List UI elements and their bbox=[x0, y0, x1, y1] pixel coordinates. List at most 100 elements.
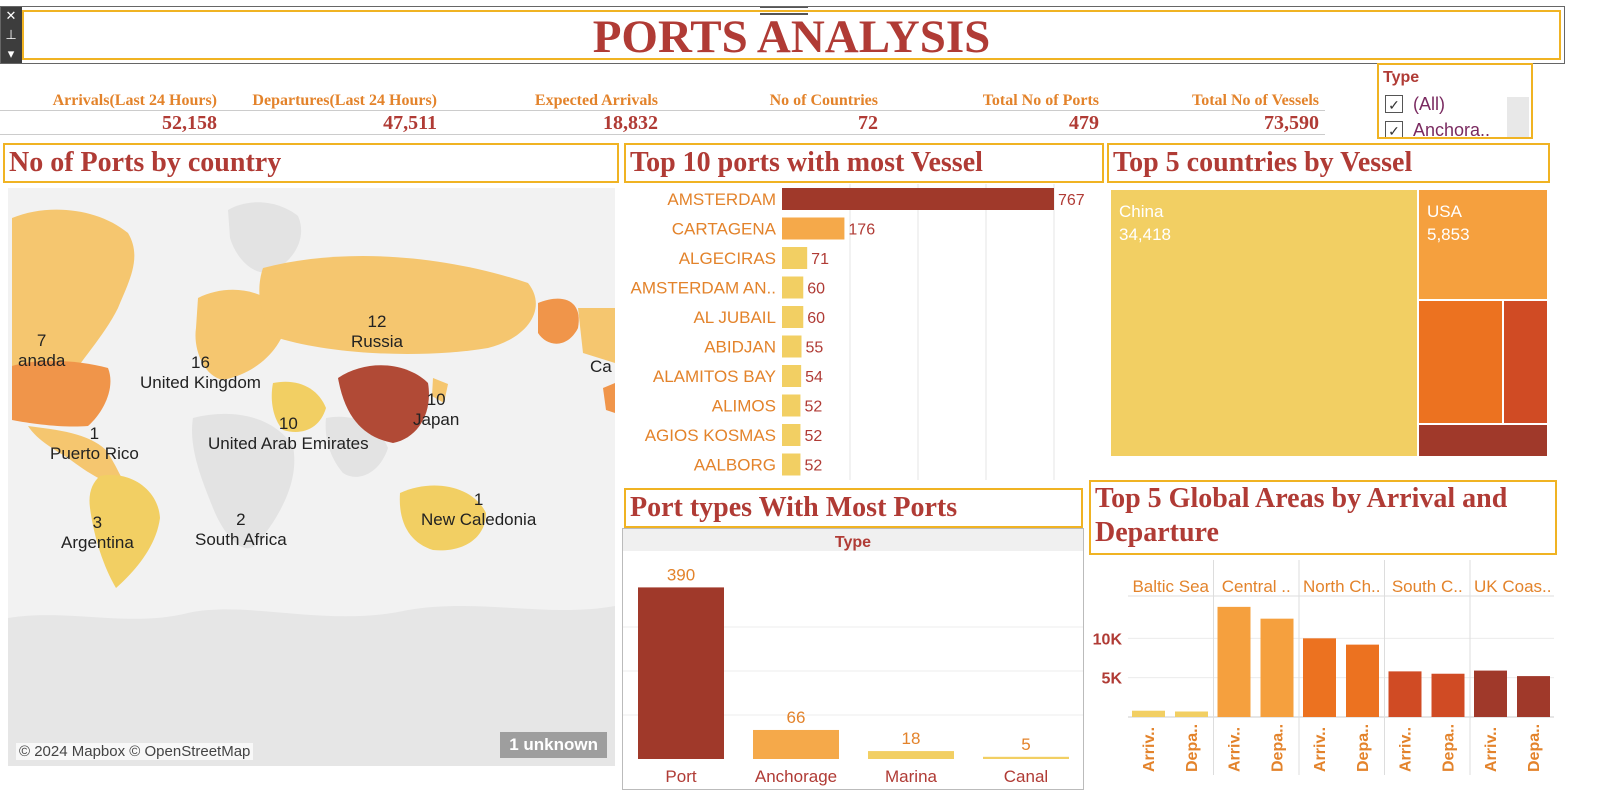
kpi-countries-label: No of Countries bbox=[769, 92, 878, 109]
kpi-departures-label: Departures(Last 24 Hours) bbox=[252, 92, 437, 109]
type-value: 5 bbox=[1021, 735, 1030, 754]
port-bar bbox=[782, 247, 808, 269]
port-label: ALGECIRAS bbox=[679, 249, 776, 268]
top-countries-treemap: China 34,418 USA 5,853 bbox=[1111, 190, 1547, 456]
area-bar bbox=[1175, 711, 1208, 717]
port-value: 60 bbox=[807, 310, 825, 327]
port-value: 55 bbox=[806, 340, 824, 357]
map-label-uk[interactable]: 16 United Kingdom bbox=[140, 353, 261, 393]
map-count: 1 bbox=[89, 424, 100, 443]
top-ports-title: Top 10 ports with most Vessel bbox=[624, 143, 1104, 183]
treemap-cell[interactable]: China 34,418 bbox=[1111, 190, 1417, 456]
port-bar bbox=[782, 217, 845, 240]
area-bar bbox=[1303, 638, 1336, 717]
port-bar bbox=[782, 188, 1054, 210]
treemap-name: USA bbox=[1427, 202, 1462, 221]
sub-label: Depa.. bbox=[1441, 724, 1458, 772]
top-ports-chart: AMSTERDAM 767 CARTAGENA 176 ALGECIRAS 71 AMSTE… bbox=[631, 184, 1085, 480]
map-country-name: Russia bbox=[351, 332, 403, 351]
map-label-canada-east[interactable]: Ca bbox=[590, 357, 612, 377]
checkbox-all[interactable]: ✓ bbox=[1385, 95, 1403, 113]
map-label-south-africa[interactable]: 2 South Africa bbox=[195, 510, 287, 550]
pin-icon[interactable]: ⊥ bbox=[5, 27, 17, 42]
port-label: AMSTERDAM bbox=[667, 190, 776, 209]
treemap-cell[interactable] bbox=[1504, 301, 1547, 423]
area-bar bbox=[1517, 676, 1550, 717]
map-count: 12 bbox=[367, 312, 387, 331]
close-icon[interactable]: ✕ bbox=[5, 8, 17, 23]
kpi-ports-value: 479 bbox=[1069, 112, 1099, 134]
treemap-cell[interactable]: USA 5,853 bbox=[1419, 190, 1547, 299]
kpi-expected-value: 18,832 bbox=[603, 112, 658, 134]
type-bar bbox=[753, 729, 839, 759]
sub-label: Arriv.. bbox=[1398, 727, 1415, 772]
sub-label: Arriv.. bbox=[1227, 727, 1244, 772]
area-bar bbox=[1431, 673, 1465, 717]
unknown-badge[interactable]: 1 unknown bbox=[500, 732, 607, 758]
port-value: 54 bbox=[805, 369, 823, 386]
sub-label: Arriv.. bbox=[1312, 727, 1329, 772]
port-label: ALAMITOS BAY bbox=[653, 367, 776, 386]
map-attribution[interactable]: © 2024 Mapbox © OpenStreetMap bbox=[16, 743, 254, 760]
port-label: AALBORG bbox=[694, 456, 776, 475]
group-label: North Ch.. bbox=[1303, 577, 1380, 596]
map-shapes bbox=[8, 202, 615, 766]
area-bar bbox=[1260, 618, 1294, 717]
checkbox-anchorage[interactable]: ✓ bbox=[1385, 121, 1403, 137]
map-country-name: United Kingdom bbox=[140, 373, 261, 392]
map-label-canada[interactable]: 7 anada bbox=[18, 331, 65, 371]
map-count: 7 bbox=[36, 331, 47, 350]
sub-label: Depa.. bbox=[1270, 724, 1287, 772]
area-bar bbox=[1346, 644, 1379, 717]
port-bar bbox=[782, 276, 804, 299]
map-label-japan[interactable]: 10 Japan bbox=[413, 390, 459, 430]
port-value: 52 bbox=[804, 458, 822, 475]
filter-scrollbar[interactable] bbox=[1507, 97, 1529, 137]
port-label: AGIOS KOSMAS bbox=[645, 426, 776, 445]
kpi-divider bbox=[0, 110, 1325, 111]
port-value: 52 bbox=[804, 428, 822, 445]
type-filter: Type ✓ (All) ✓ Anchora.. bbox=[1377, 63, 1533, 139]
kpi-vessels-value: 73,590 bbox=[1264, 112, 1319, 134]
area-bar bbox=[1388, 671, 1422, 717]
treemap-cell[interactable] bbox=[1419, 425, 1547, 456]
sub-label: Depa.. bbox=[1355, 724, 1372, 772]
map-label-puerto-rico[interactable]: 1 Puerto Rico bbox=[50, 424, 139, 464]
port-bar bbox=[782, 335, 802, 358]
type-bar bbox=[638, 587, 724, 759]
map-label-new-caledonia[interactable]: 1 New Caledonia bbox=[421, 490, 536, 530]
filter-item-anchorage[interactable]: ✓ Anchora.. bbox=[1379, 117, 1531, 137]
port-value: 767 bbox=[1058, 192, 1085, 209]
floating-toolbar: ✕ ⊥ ▾ bbox=[0, 6, 22, 64]
treemap-value: 5,853 bbox=[1427, 225, 1470, 244]
treemap-name: China bbox=[1119, 202, 1164, 221]
port-label: ALIMOS bbox=[712, 397, 776, 416]
kpi-vessels-label: Total No of Vessels bbox=[1192, 92, 1319, 109]
top-countries-title: Top 5 countries by Vessel bbox=[1107, 143, 1550, 183]
map-count: 1 bbox=[473, 490, 484, 509]
type-label: Marina bbox=[885, 767, 938, 786]
port-value: 176 bbox=[848, 222, 875, 239]
drag-handle[interactable] bbox=[760, 6, 808, 15]
filter-item-all[interactable]: ✓ (All) bbox=[1379, 91, 1531, 117]
port-bar bbox=[782, 424, 801, 446]
map-label-uae[interactable]: 10 United Arab Emirates bbox=[208, 414, 369, 454]
world-map[interactable]: 7 anada 16 United Kingdom 12 Russia 10 Japan… bbox=[8, 188, 615, 766]
type-filter-title: Type bbox=[1383, 69, 1420, 86]
map-country-name: United Arab Emirates bbox=[208, 434, 369, 453]
chevron-down-icon[interactable]: ▾ bbox=[7, 46, 15, 61]
global-areas-chart: 5K 10K Baltic Sea Arriv.. Depa.. Central .. Ar… bbox=[1093, 560, 1554, 775]
page-title: PORTS ANALYSIS bbox=[22, 10, 1561, 62]
kpi-countries-value: 72 bbox=[858, 112, 878, 134]
map-count: 10 bbox=[278, 414, 298, 433]
kpi-arrivals-value: 52,158 bbox=[162, 112, 217, 134]
map-label-russia[interactable]: 12 Russia bbox=[351, 312, 403, 352]
map-country-name: anada bbox=[18, 351, 66, 370]
map-country-name: Ca bbox=[590, 357, 612, 376]
treemap-cell[interactable] bbox=[1419, 301, 1502, 423]
port-types-chart: Type 390 Port 66 Anchorage 18 Marina 5 Canal bbox=[623, 529, 1083, 786]
type-label: Canal bbox=[1004, 767, 1048, 786]
port-types-title: Port types With Most Ports bbox=[624, 488, 1083, 528]
map-label-argentina[interactable]: 3 Argentina bbox=[61, 513, 134, 553]
type-value: 390 bbox=[667, 565, 695, 584]
